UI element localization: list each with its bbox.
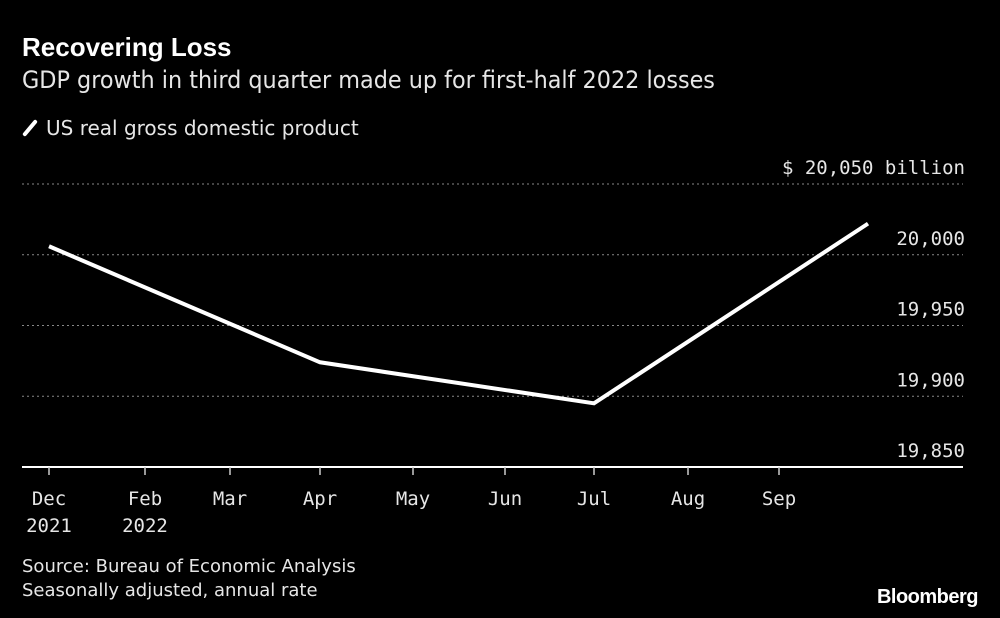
x-tick-label: Feb: [128, 488, 162, 510]
y-tick-label: 19,900: [896, 369, 965, 391]
x-tick-label: May: [396, 488, 430, 510]
x-tick-label: Jun: [488, 488, 522, 510]
y-tick-label: 20,000: [896, 228, 965, 250]
x-tick-label: Dec: [32, 488, 66, 510]
chart-subtitle: GDP growth in third quarter made up for …: [22, 66, 715, 94]
chart-title: Recovering Loss: [22, 32, 232, 62]
source-note: Source: Bureau of Economic Analysis: [22, 556, 356, 577]
x-tick-label: Aug: [671, 488, 705, 510]
x-tick-year-label: 2021: [26, 515, 72, 537]
bloomberg-logo: Bloomberg: [876, 586, 979, 608]
x-tick-label: Sep: [762, 488, 796, 510]
x-tick-label: Apr: [303, 488, 337, 510]
series-line: [48, 221, 870, 406]
y-tick-label: $ 20,050 billion: [782, 157, 965, 179]
legend: US real gross domestic product: [22, 116, 359, 140]
y-tick-label: 19,950: [896, 299, 965, 321]
x-tick-year-label: 2022: [122, 515, 168, 537]
adjustment-note: Seasonally adjusted, annual rate: [22, 580, 318, 601]
x-tick-label: Mar: [213, 488, 247, 510]
x-tick-label: Jul: [577, 488, 611, 510]
y-tick-label: 19,850: [896, 440, 965, 462]
legend-label: US real gross domestic product: [46, 116, 359, 140]
